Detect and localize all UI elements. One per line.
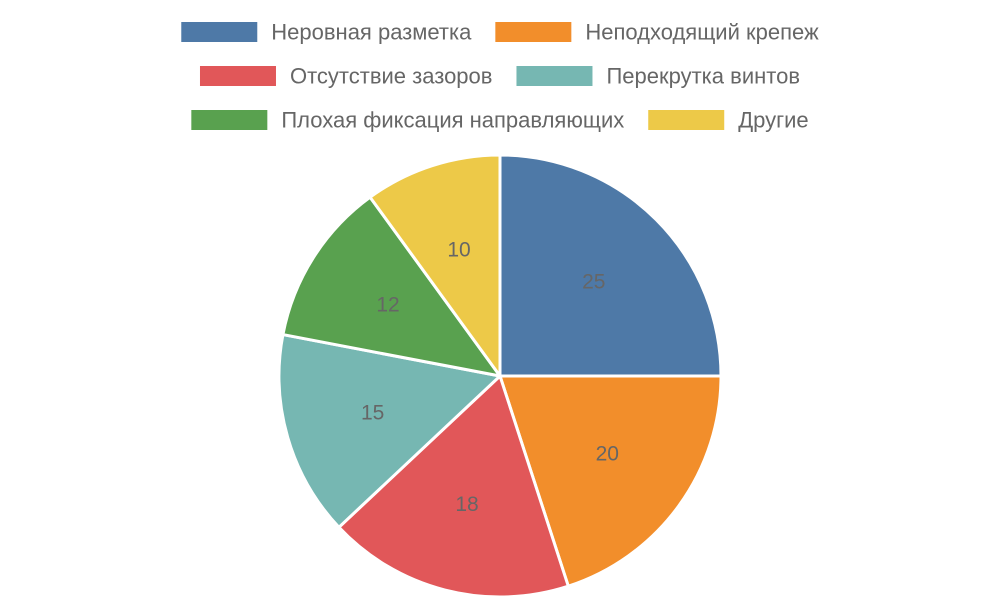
legend-swatch: [516, 66, 593, 86]
legend-label: Неровная разметка: [271, 20, 472, 45]
legend-label: Неподходящий крепеж: [585, 20, 819, 45]
pie-slice[interactable]: [277, 333, 502, 529]
legend-item[interactable]: Перекрутка винтов: [516, 64, 800, 89]
legend-item[interactable]: Неровная разметка: [181, 20, 472, 45]
legend-swatch: [495, 22, 572, 42]
slice-value-label: 15: [361, 401, 384, 424]
legend-item[interactable]: Плохая фиксация направляющих: [191, 108, 624, 133]
pie-slice[interactable]: [281, 195, 502, 378]
legend-label: Отсутствие зазоров: [290, 64, 492, 89]
legend-item[interactable]: Другие: [648, 108, 809, 133]
legend: Неровная разметка Неподходящий крепеж Отсу…: [181, 20, 819, 133]
pie-slices: [277, 153, 723, 599]
slice-value-label: 20: [596, 442, 619, 465]
legend-label: Другие: [738, 108, 808, 133]
legend-swatch: [199, 66, 276, 86]
legend-item[interactable]: Неподходящий крепеж: [495, 20, 819, 45]
legend-label: Плохая фиксация направляющих: [281, 108, 624, 133]
legend-item[interactable]: Отсутствие зазоров: [199, 64, 492, 89]
slice-value-label: 18: [455, 493, 478, 516]
pie-slice[interactable]: [498, 374, 723, 588]
legend-label: Перекрутка винтов: [606, 64, 800, 89]
slice-value-label: 25: [582, 271, 605, 294]
pie-slice[interactable]: [368, 153, 502, 378]
pie-slice[interactable]: [498, 153, 723, 378]
slice-value-label: 10: [447, 238, 470, 261]
slice-value-label: 12: [376, 293, 399, 316]
legend-swatch: [648, 110, 725, 130]
legend-swatch: [191, 110, 268, 130]
legend-swatch: [181, 22, 258, 42]
slice-labels: 25 20 18 15 12 10: [361, 238, 619, 516]
pie-slice[interactable]: [337, 374, 570, 599]
